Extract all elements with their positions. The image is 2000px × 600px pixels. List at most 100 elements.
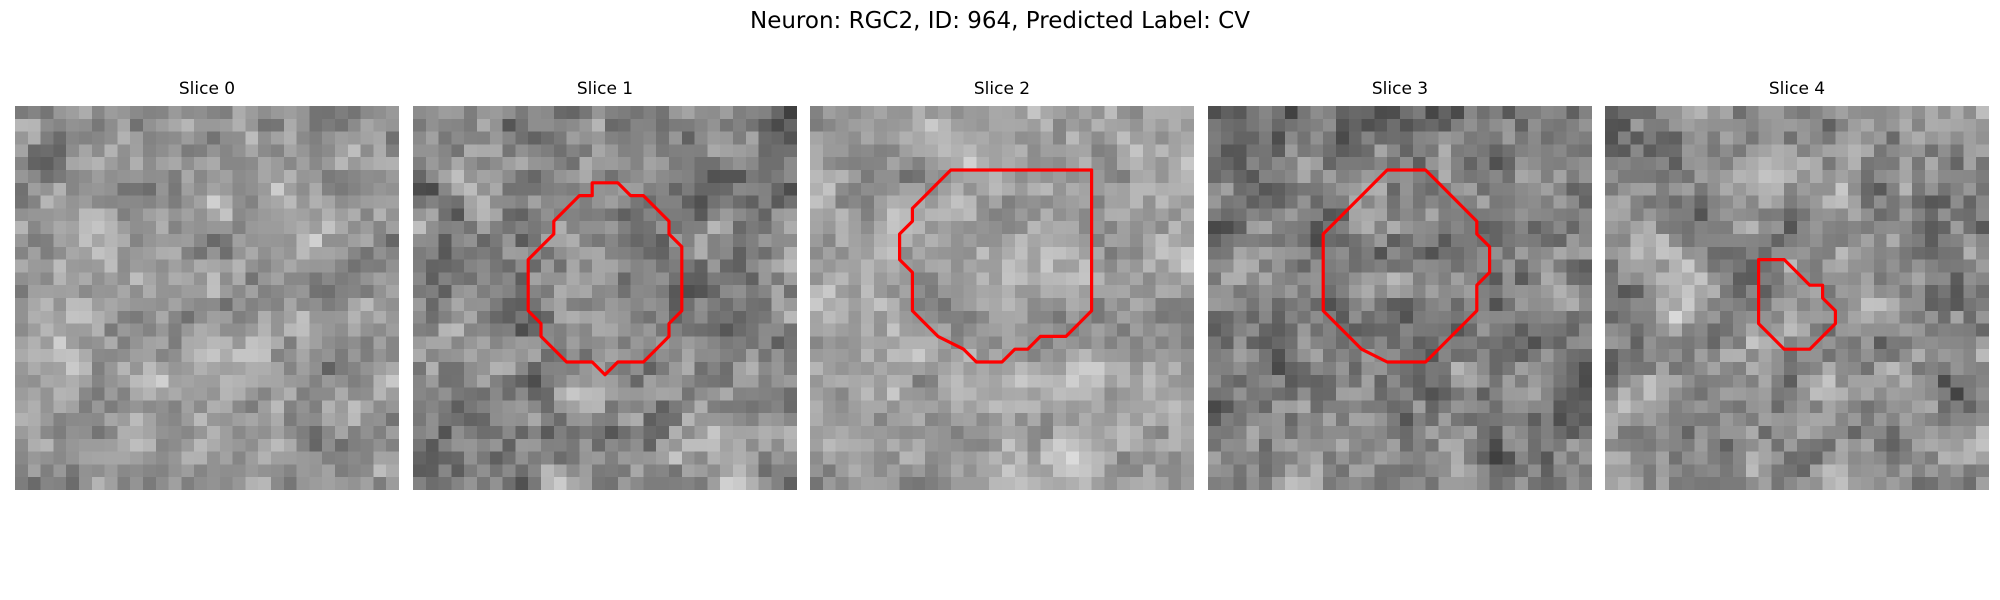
image-pixel (1066, 426, 1080, 440)
image-pixel (758, 259, 772, 273)
image-pixel (1528, 310, 1542, 324)
image-pixel (874, 298, 888, 312)
image-pixel (181, 157, 195, 171)
image-pixel (1220, 413, 1234, 427)
image-pixel (1208, 131, 1222, 145)
image-pixel (27, 157, 41, 171)
image-pixel (720, 157, 734, 171)
image-pixel (464, 336, 478, 350)
image-pixel (451, 349, 465, 363)
image-pixel (130, 246, 144, 260)
image-pixel (1899, 195, 1913, 209)
image-pixel (1809, 400, 1823, 414)
image-pixel (438, 208, 452, 222)
image-pixel (1297, 413, 1311, 427)
slice-title: Slice 1 (576, 79, 634, 99)
image-pixel (617, 477, 631, 490)
image-pixel (1809, 451, 1823, 465)
image-pixel (1937, 310, 1951, 324)
image-pixel (79, 451, 93, 465)
image-pixel (1656, 157, 1670, 171)
image-pixel (1848, 426, 1862, 440)
image-pixel (1745, 157, 1759, 171)
image-pixel (605, 374, 619, 388)
image-pixel (515, 451, 529, 465)
image-pixel (1963, 272, 1977, 286)
image-pixel (1425, 413, 1439, 427)
image-pixel (528, 118, 542, 132)
image-pixel (963, 362, 977, 376)
image-pixel (681, 362, 695, 376)
image-pixel (1566, 374, 1580, 388)
image-pixel (1707, 195, 1721, 209)
image-pixel (656, 451, 670, 465)
image-pixel (1784, 157, 1798, 171)
image-pixel (1053, 298, 1067, 312)
image-pixel (1220, 426, 1234, 440)
image-pixel (1745, 426, 1759, 440)
image-pixel (1297, 118, 1311, 132)
image-pixel (1745, 323, 1759, 337)
image-pixel (1579, 477, 1592, 490)
image-pixel (1168, 182, 1182, 196)
image-pixel (117, 182, 131, 196)
image-pixel (950, 413, 964, 427)
image-pixel (912, 387, 926, 401)
image-pixel (207, 362, 221, 376)
image-pixel (1976, 182, 1989, 196)
image-pixel (1656, 349, 1670, 363)
image-pixel (1630, 170, 1644, 184)
image-pixel (1104, 426, 1118, 440)
image-pixel (1027, 285, 1041, 299)
image-pixel (1066, 285, 1080, 299)
image-pixel (989, 438, 1003, 452)
image-pixel (1630, 387, 1644, 401)
image-pixel (322, 208, 336, 222)
image-pixel (322, 221, 336, 235)
image-pixel (232, 349, 246, 363)
image-pixel (1259, 413, 1273, 427)
image-pixel (681, 310, 695, 324)
image-pixel (1272, 298, 1286, 312)
image-pixel (1861, 259, 1875, 273)
image-pixel (1605, 426, 1619, 440)
image-pixel (1694, 195, 1708, 209)
image-pixel (27, 246, 41, 260)
image-pixel (477, 144, 491, 158)
image-pixel (1745, 170, 1759, 184)
image-pixel (1643, 323, 1657, 337)
image-pixel (1078, 170, 1092, 184)
image-pixel (553, 285, 567, 299)
image-pixel (566, 157, 580, 171)
image-pixel (219, 195, 233, 209)
image-pixel (1502, 413, 1516, 427)
image-pixel (1348, 413, 1362, 427)
image-pixel (643, 310, 657, 324)
image-pixel (451, 400, 465, 414)
image-pixel (1259, 259, 1273, 273)
image-pixel (1976, 259, 1989, 273)
image-pixel (1540, 323, 1554, 337)
image-pixel (15, 426, 29, 440)
image-pixel (643, 285, 657, 299)
image-pixel (1912, 374, 1926, 388)
image-pixel (1848, 182, 1862, 196)
image-pixel (1848, 246, 1862, 260)
image-pixel (413, 336, 427, 350)
image-pixel (194, 195, 208, 209)
image-pixel (296, 400, 310, 414)
image-pixel (566, 310, 580, 324)
image-pixel (1771, 400, 1785, 414)
image-pixel (1502, 374, 1516, 388)
image-pixel (771, 144, 785, 158)
image-pixel (707, 374, 721, 388)
image-pixel (104, 451, 118, 465)
image-pixel (1694, 400, 1708, 414)
image-pixel (40, 426, 54, 440)
image-pixel (79, 310, 93, 324)
image-pixel (1848, 170, 1862, 184)
image-pixel (1758, 374, 1772, 388)
image-pixel (1336, 400, 1350, 414)
image-pixel (1451, 374, 1465, 388)
image-pixel (874, 234, 888, 248)
